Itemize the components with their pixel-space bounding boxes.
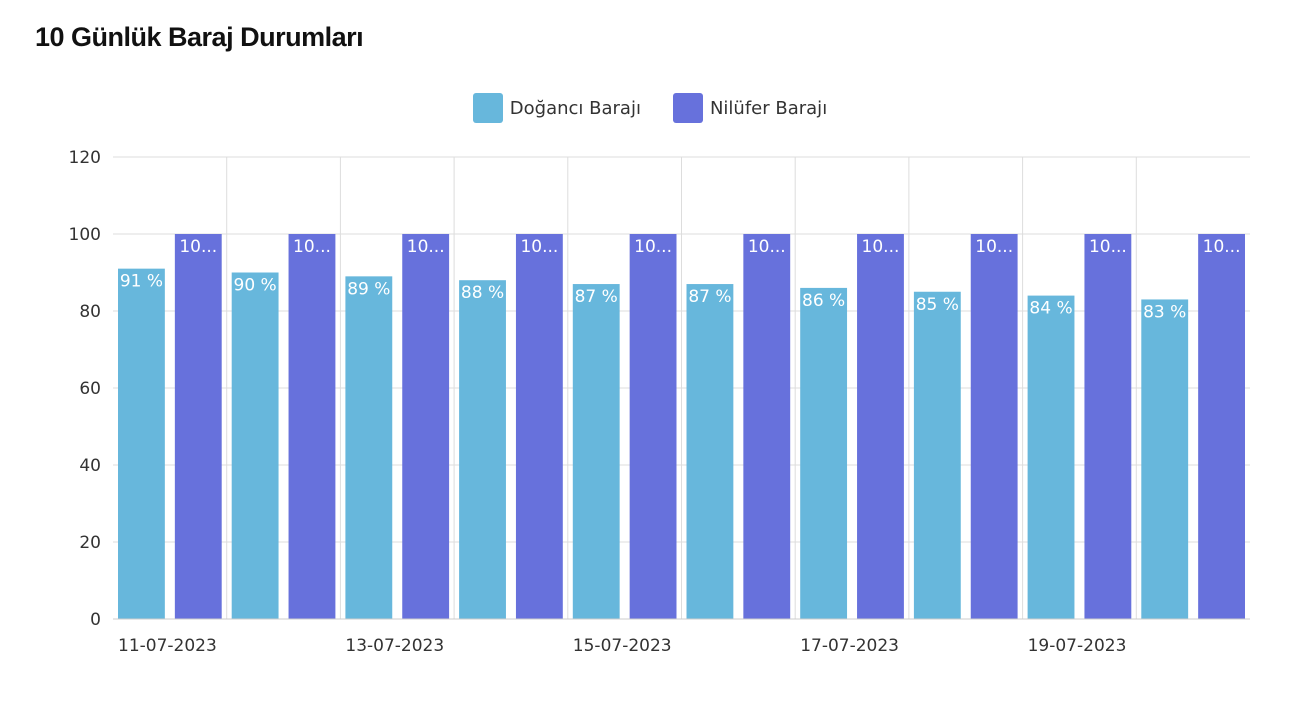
bar-value-label: 86 % (802, 291, 845, 311)
bar-value-label: 10... (748, 237, 786, 257)
x-tick-label: 19-07-2023 (1028, 636, 1127, 656)
bar-value-label: 10... (293, 237, 331, 257)
bar-value-label: 10... (975, 237, 1013, 257)
bar (743, 234, 791, 619)
bar (913, 291, 961, 619)
bar (1198, 234, 1245, 619)
legend-swatch-nilufer (672, 93, 703, 123)
bar-value-label: 10... (634, 237, 672, 257)
legend-item-doganci[interactable]: Doğancı Barajı (472, 93, 641, 123)
legend-label-nilufer: Nilüfer Barajı (709, 97, 828, 119)
y-tick-label: 120 (69, 148, 101, 168)
y-tick-label: 0 (90, 610, 101, 630)
bar (174, 234, 222, 619)
bar-value-label: 87 % (575, 287, 618, 307)
bar-value-label: 88 % (461, 283, 504, 303)
bar (345, 276, 393, 619)
bar (572, 284, 620, 619)
bar (288, 234, 336, 619)
bar (686, 284, 734, 619)
bar-value-label: 90 % (234, 276, 277, 296)
bar-value-label: 84 % (1029, 299, 1072, 319)
y-tick-label: 20 (79, 533, 101, 553)
chart-legend: Doğancı Barajı Nilüfer Barajı (0, 93, 1300, 123)
bar-value-label: 10... (1203, 237, 1241, 257)
bar-value-label: 91 % (120, 272, 163, 292)
bar (1141, 299, 1189, 619)
bar-value-label: 83 % (1143, 302, 1186, 322)
bar-value-label: 10... (1089, 237, 1127, 257)
legend-item-nilufer[interactable]: Nilüfer Barajı (672, 93, 828, 123)
bar (402, 234, 450, 619)
chart-title: 10 Günlük Baraj Durumları (35, 22, 364, 52)
x-tick-label: 15-07-2023 (573, 636, 672, 656)
bar (970, 234, 1018, 619)
bar (515, 234, 563, 619)
bar-value-label: 89 % (347, 279, 390, 299)
bar (231, 272, 279, 619)
x-tick-label: 11-07-2023 (118, 636, 217, 656)
y-tick-label: 60 (79, 379, 101, 399)
legend-swatch-doganci (472, 93, 503, 123)
bar-value-label: 10... (520, 237, 558, 257)
bar-value-label: 10... (862, 237, 900, 257)
bar (118, 268, 165, 619)
y-tick-label: 100 (69, 225, 101, 245)
bar-value-label: 10... (179, 237, 217, 257)
bar-value-label: 10... (407, 237, 445, 257)
legend-label-doganci: Doğancı Barajı (509, 97, 641, 119)
bar (857, 234, 904, 619)
x-tick-label: 13-07-2023 (345, 636, 444, 656)
bar (629, 234, 677, 619)
bar (459, 280, 506, 619)
y-tick-label: 80 (79, 302, 101, 322)
bar (1084, 234, 1132, 619)
y-tick-label: 40 (79, 456, 101, 476)
bar-value-label: 85 % (916, 295, 959, 315)
bar-value-label: 87 % (688, 287, 731, 307)
x-tick-label: 17-07-2023 (800, 636, 899, 656)
bar (800, 287, 848, 619)
bar (1027, 295, 1075, 619)
